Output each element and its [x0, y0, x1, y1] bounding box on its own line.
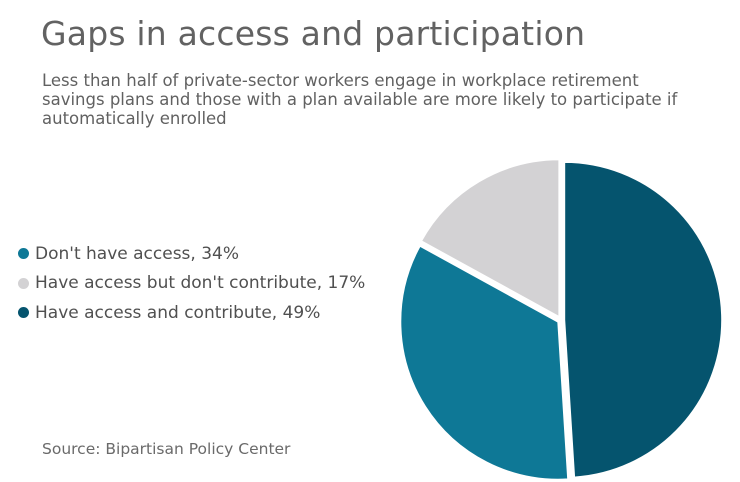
pie-chart [0, 0, 740, 482]
pie-slice-access-contribute [564, 162, 722, 478]
source-note: Source: Bipartisan Policy Center [42, 440, 290, 458]
